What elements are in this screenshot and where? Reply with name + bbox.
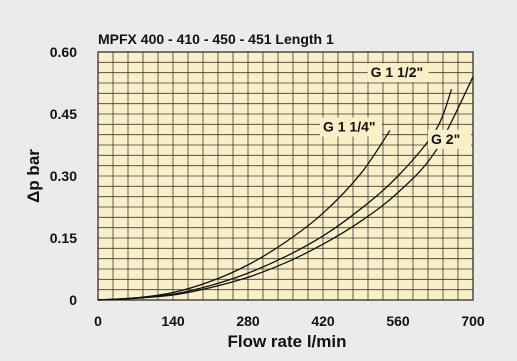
y-tick-label: 0.15 xyxy=(50,230,77,246)
y-axis-label: Δp bar xyxy=(24,149,43,203)
x-tick-label: 560 xyxy=(386,313,410,329)
curve-label-bg xyxy=(367,63,429,83)
x-axis-label: Flow rate l/min xyxy=(227,332,346,351)
y-tick-label: 0.30 xyxy=(50,168,77,184)
curve-label: G 1 1/2" xyxy=(371,64,424,80)
curve-label-bg xyxy=(319,117,382,137)
y-tick-label: 0.60 xyxy=(50,44,77,60)
grid xyxy=(98,52,473,300)
x-tick-label: 0 xyxy=(94,313,102,329)
curves xyxy=(97,76,474,301)
curve-label: G 1 1/4" xyxy=(323,119,376,135)
x-tick-label: 140 xyxy=(161,313,185,329)
y-tick-label: 0 xyxy=(69,292,77,308)
curve-label: G 2" xyxy=(431,131,460,147)
y-tick-labels: 0 0.15 0.30 0.45 0.60 xyxy=(50,44,77,308)
x-tick-label: 700 xyxy=(461,313,485,329)
chart-title: MPFX 400 - 410 - 450 - 451 Length 1 xyxy=(98,31,334,47)
x-tick-labels: 0 140 280 420 560 700 xyxy=(94,313,485,329)
y-tick-label: 0.45 xyxy=(50,106,77,122)
x-tick-label: 420 xyxy=(311,313,335,329)
plot-frame xyxy=(97,51,474,301)
curve-label-bg xyxy=(428,129,471,149)
x-tick-label: 280 xyxy=(236,313,260,329)
curve-line xyxy=(97,76,474,301)
curve-labels: G 1 1/4" G 1 1/2" G 2" xyxy=(319,63,471,149)
